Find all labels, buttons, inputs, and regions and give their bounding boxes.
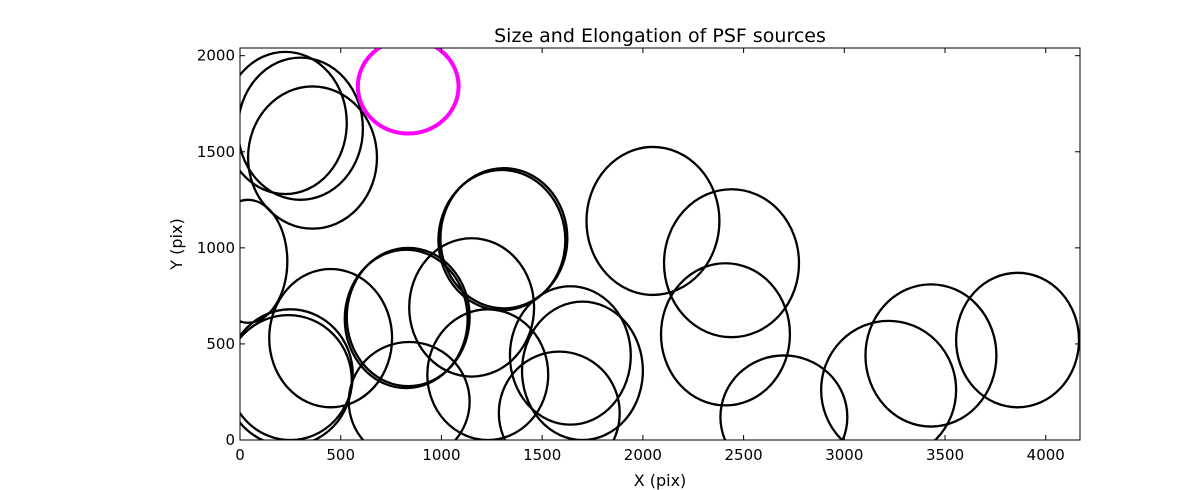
y-axis-label: Y (pix) xyxy=(167,218,186,270)
psf-source-2 xyxy=(246,85,379,230)
axis-ticks: 0 500 1000 1500 2000 2500 3000 3500 4000 0 500 1000… xyxy=(197,47,1080,464)
psf-source-6 xyxy=(240,313,353,440)
y-tick-label: 1500 xyxy=(197,143,235,161)
x-tick-label: 3000 xyxy=(825,446,863,464)
psf-source-19 xyxy=(659,262,792,407)
psf-source-4 xyxy=(268,267,394,409)
psf-source-1 xyxy=(240,56,365,201)
x-tick-label: 3500 xyxy=(926,446,964,464)
plot-frame xyxy=(239,47,1081,441)
x-tick-label: 2000 xyxy=(624,446,662,464)
y-tick-label: 500 xyxy=(206,335,235,353)
psf-source-17 xyxy=(585,145,721,297)
x-tick-label: 500 xyxy=(326,446,355,464)
psf-source-8 xyxy=(345,246,471,388)
psf-source-9 xyxy=(347,340,471,440)
x-tick-label: 1500 xyxy=(523,446,561,464)
psf-source-5 xyxy=(240,308,354,440)
x-tick-label: 2500 xyxy=(725,446,763,464)
psf-source-20 xyxy=(719,354,849,440)
chart-title: Size and Elongation of PSF sources xyxy=(494,25,826,47)
psf-source-18 xyxy=(662,188,801,339)
y-tick-label: 1000 xyxy=(197,239,235,257)
x-tick-label: 0 xyxy=(235,446,245,464)
x-tick-label: 1000 xyxy=(422,446,460,464)
psf-source-15 xyxy=(520,300,645,440)
psf-sources xyxy=(240,48,1080,440)
psf-source-10 xyxy=(408,237,536,378)
psf-source-3 xyxy=(240,198,289,324)
psf-source-highlight xyxy=(355,48,461,136)
psf-source-23 xyxy=(954,271,1080,409)
psf-source-12 xyxy=(439,166,569,310)
psf-source-16 xyxy=(497,350,621,440)
psf-source-21 xyxy=(820,319,958,440)
x-tick-label: 4000 xyxy=(1027,446,1065,464)
psf-source-0 xyxy=(240,50,348,196)
y-tick-label: 2000 xyxy=(197,47,235,65)
psf-source-14 xyxy=(508,285,632,426)
x-axis-label: X (pix) xyxy=(634,471,687,490)
psf-source-22 xyxy=(864,283,998,428)
psf-source-7 xyxy=(343,248,469,390)
y-tick-label: 0 xyxy=(225,431,235,449)
